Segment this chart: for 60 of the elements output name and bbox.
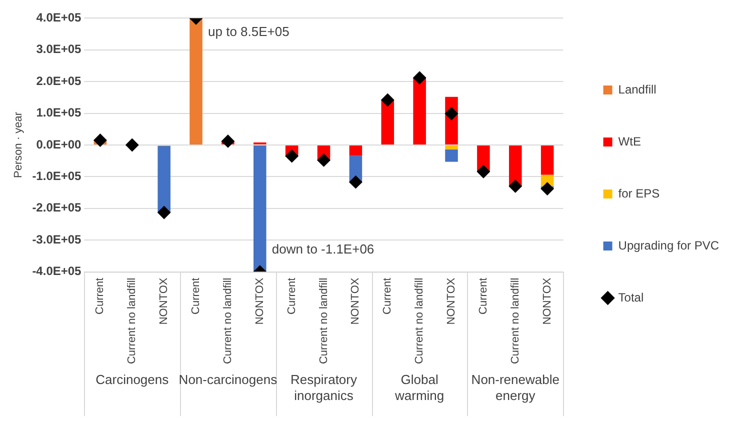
x-tick-label: Current no landfill [414,278,426,364]
x-tick-label: NONTOX [541,277,554,325]
x-tick-label: Current no landfill [222,278,234,364]
y-tick-label: 2.0E+05 [36,74,82,88]
point [317,154,330,167]
point [285,150,298,163]
y-tick-label: 4.0E+05 [36,10,82,25]
point [158,206,171,220]
bar [190,18,202,144]
point [381,93,394,106]
bar [254,145,266,272]
annotation: down to -1.1E+06 [272,241,374,256]
point [540,182,554,196]
y-tick-label: -3.0E+05 [32,232,82,246]
text: Non-carcinogens [178,372,278,388]
x-tick-label: Current no landfill [318,278,330,364]
text: Carcinogens [96,372,170,388]
y-tick-label: -2.0E+05 [32,200,82,215]
legend-label: Upgrading for PVC [618,238,720,252]
point [445,107,458,120]
text: Global warming [394,372,444,404]
bar [445,149,458,162]
bar [158,146,170,213]
point [413,71,426,84]
x-tick-label: Current [477,278,490,314]
bar [508,145,522,186]
x-tick-label: NONTOX [158,277,170,325]
x-tick-label: NONTOX [350,277,362,325]
x-tick-label: NONTOX [254,277,266,325]
y-axis-title: Person · year [12,112,25,178]
legend-label: Total [618,290,644,304]
text: Respiratory inorganics [290,372,358,404]
y-tick-label: 0.0E+00 [36,137,82,152]
bar [540,145,554,175]
point [349,176,362,189]
bar [349,145,362,156]
x-tick-label: Current no landfill [126,278,138,364]
annotation: up to 8.5E+05 [208,24,290,39]
x-tick-label: NONTOX [446,277,458,325]
text: Non-renewable energy [471,372,560,404]
y-tick-label: 1.0E+05 [36,106,82,120]
point [126,138,139,152]
point [221,134,234,148]
legend-label: WtE [618,134,641,148]
x-tick-label: Current [190,278,202,314]
point [476,165,490,178]
point [508,180,522,193]
x-tick-label: Current [94,278,106,314]
point [94,134,107,147]
x-tick-label: Current [286,278,298,314]
bar [445,145,458,150]
bar [413,78,426,144]
legend-label: Landfill [618,82,656,96]
y-tick-label: 3.0E+05 [36,42,82,56]
bar [381,100,394,144]
x-tick-label: Current [382,278,394,314]
y-tick-label: -1.0E+05 [32,169,82,184]
x-tick-label: Current no landfill [509,278,522,364]
y-tick-label: -4.0E+05 [32,264,82,278]
legend-label: for EPS [618,186,660,200]
